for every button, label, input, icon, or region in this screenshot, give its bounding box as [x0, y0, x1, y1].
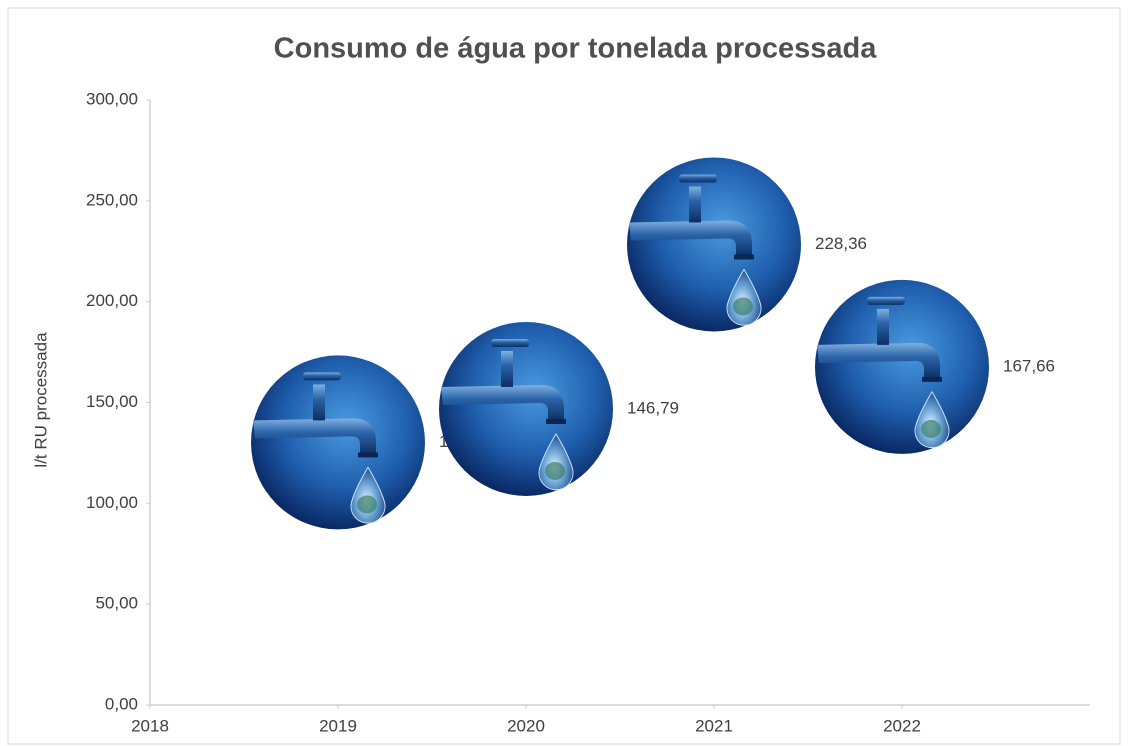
drop-globe: [921, 419, 941, 438]
y-tick-label: 150,00: [86, 392, 138, 411]
faucet-handle: [867, 296, 905, 305]
faucet-pipe: [253, 418, 376, 455]
y-tick-label: 300,00: [86, 89, 138, 108]
faucet-handle: [679, 174, 717, 183]
faucet-handle: [491, 338, 529, 347]
x-tick-label: 2018: [131, 716, 169, 735]
y-tick-label: 0,00: [105, 694, 138, 713]
faucet-stem: [313, 384, 325, 421]
faucet-pipe: [629, 220, 752, 257]
faucet-handle: [303, 372, 341, 381]
drop-globe: [357, 495, 377, 514]
point: [251, 355, 425, 530]
faucet-nozzle: [358, 452, 378, 458]
faucet-stem: [501, 350, 513, 387]
x-tick-label: 2020: [507, 716, 545, 735]
point: [815, 279, 989, 454]
faucet-icon: [817, 296, 950, 449]
faucet-icon: [441, 338, 574, 491]
data-label: 167,66: [1003, 356, 1055, 375]
faucet-icon: [253, 372, 386, 524]
chart-border: [7, 7, 1121, 745]
x-tick-label: 2022: [883, 716, 921, 735]
x-tick-label: 2021: [695, 716, 733, 735]
faucet-pipe: [817, 342, 940, 379]
faucet-stem: [877, 308, 889, 345]
faucet-nozzle: [922, 376, 942, 382]
faucet-nozzle: [546, 418, 566, 424]
data-label: 228,36: [815, 234, 867, 253]
x-tick-label: 2019: [319, 716, 357, 735]
faucet-stem: [689, 186, 701, 223]
point: [627, 157, 801, 332]
faucet-nozzle: [734, 254, 754, 260]
y-tick-label: 200,00: [86, 291, 138, 310]
drop-globe: [545, 461, 565, 480]
chart-title: Consumo de água por tonelada processada: [274, 33, 878, 65]
drop-globe: [733, 297, 753, 316]
data-label: 146,79: [627, 398, 679, 417]
faucet-icon: [629, 174, 762, 326]
point: [439, 321, 613, 496]
y-tick-label: 50,00: [95, 594, 138, 613]
y-tick-label: 100,00: [86, 493, 138, 512]
faucet-pipe: [441, 384, 564, 421]
y-axis-label: l/t RU processada: [31, 332, 50, 468]
y-tick-label: 250,00: [86, 190, 138, 209]
